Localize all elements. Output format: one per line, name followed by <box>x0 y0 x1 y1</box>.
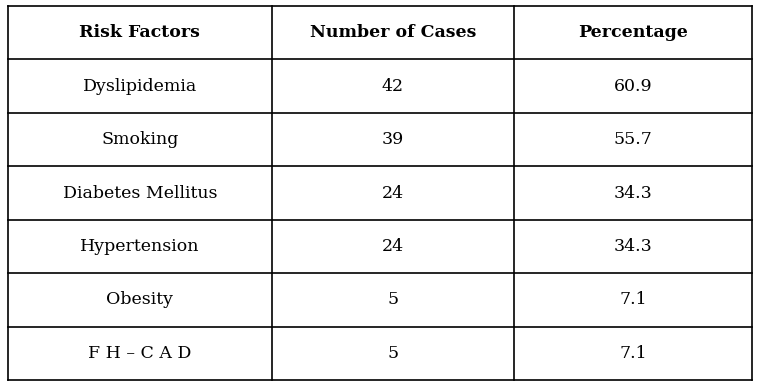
Text: 5: 5 <box>388 345 398 362</box>
Text: Smoking: Smoking <box>101 131 179 148</box>
Text: Number of Cases: Number of Cases <box>310 24 477 41</box>
Text: Percentage: Percentage <box>578 24 688 41</box>
Text: F H – C A D: F H – C A D <box>88 345 192 362</box>
Text: 39: 39 <box>382 131 404 148</box>
Text: Obesity: Obesity <box>106 291 173 308</box>
Text: 34.3: 34.3 <box>614 238 653 255</box>
Text: 60.9: 60.9 <box>614 78 653 95</box>
Text: 34.3: 34.3 <box>614 185 653 201</box>
Text: 24: 24 <box>382 238 404 255</box>
Text: Hypertension: Hypertension <box>80 238 200 255</box>
Text: 7.1: 7.1 <box>619 291 647 308</box>
Text: Dyslipidemia: Dyslipidemia <box>83 78 197 95</box>
Text: 42: 42 <box>382 78 404 95</box>
Text: 7.1: 7.1 <box>619 345 647 362</box>
Text: 55.7: 55.7 <box>614 131 653 148</box>
Text: 24: 24 <box>382 185 404 201</box>
Text: Diabetes Mellitus: Diabetes Mellitus <box>62 185 217 201</box>
Text: 5: 5 <box>388 291 398 308</box>
Text: Risk Factors: Risk Factors <box>79 24 200 41</box>
